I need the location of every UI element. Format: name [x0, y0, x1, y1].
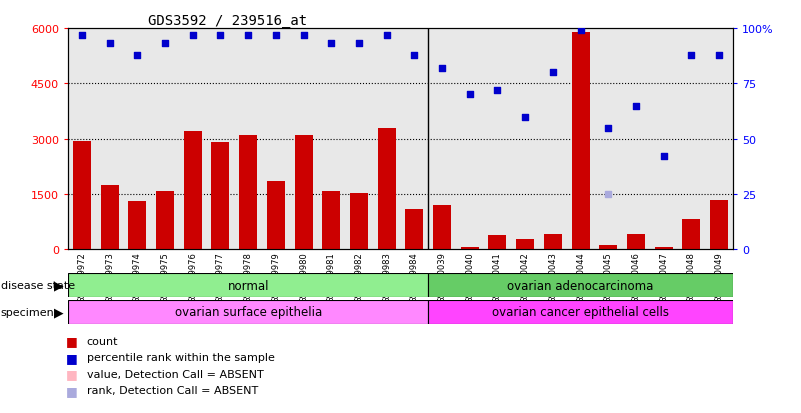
Text: normal: normal	[227, 279, 269, 292]
Point	[325, 41, 338, 47]
Bar	[350, 194, 368, 250]
Text: ■: ■	[66, 351, 78, 364]
Point	[546, 70, 559, 76]
Point	[658, 154, 670, 160]
Text: ▶: ▶	[54, 306, 64, 319]
Point	[103, 41, 116, 47]
Bar	[682, 219, 700, 250]
Bar	[433, 206, 451, 250]
Bar	[295, 136, 312, 250]
Point	[242, 32, 255, 39]
Point	[574, 28, 587, 34]
Point	[602, 191, 614, 198]
Text: percentile rank within the sample: percentile rank within the sample	[87, 352, 275, 362]
Text: count: count	[87, 336, 118, 346]
Bar	[627, 235, 645, 250]
Bar	[405, 209, 424, 250]
Bar	[544, 234, 562, 250]
Text: rank, Detection Call = ABSENT: rank, Detection Call = ABSENT	[87, 385, 258, 395]
Point	[131, 52, 143, 59]
Bar	[710, 200, 728, 250]
Point	[380, 32, 393, 39]
Bar	[73, 141, 91, 250]
Point	[352, 41, 365, 47]
Bar	[489, 236, 506, 250]
Point	[269, 32, 282, 39]
Text: disease state: disease state	[1, 280, 75, 290]
Point	[685, 52, 698, 59]
Point	[187, 32, 199, 39]
Text: value, Detection Call = ABSENT: value, Detection Call = ABSENT	[87, 369, 264, 379]
Point	[463, 92, 476, 98]
Bar	[68, 300, 429, 324]
Point	[75, 32, 88, 39]
Bar	[429, 300, 733, 324]
Point	[602, 125, 614, 132]
Bar	[516, 240, 534, 250]
Point	[491, 88, 504, 94]
Bar	[572, 33, 590, 250]
Bar	[128, 202, 147, 250]
Bar	[68, 273, 429, 297]
Point	[630, 103, 642, 109]
Point	[436, 65, 449, 72]
Bar	[654, 248, 673, 250]
Bar	[599, 245, 618, 250]
Text: ▶: ▶	[54, 279, 64, 292]
Text: ovarian cancer epithelial cells: ovarian cancer epithelial cells	[492, 306, 669, 319]
Point	[159, 41, 171, 47]
Bar	[429, 273, 733, 297]
Point	[408, 52, 421, 59]
Point	[297, 32, 310, 39]
Bar	[267, 182, 285, 250]
Bar	[322, 192, 340, 250]
Bar	[183, 132, 202, 250]
Bar	[101, 185, 119, 250]
Text: ovarian surface epithelia: ovarian surface epithelia	[175, 306, 322, 319]
Bar	[211, 143, 229, 250]
Point	[713, 52, 726, 59]
Text: ■: ■	[66, 384, 78, 397]
Point	[519, 114, 532, 121]
Text: GDS3592 / 239516_at: GDS3592 / 239516_at	[148, 14, 307, 28]
Text: ovarian adenocarcinoma: ovarian adenocarcinoma	[507, 279, 654, 292]
Bar	[239, 136, 257, 250]
Point	[214, 32, 227, 39]
Bar	[156, 192, 174, 250]
Text: ■: ■	[66, 334, 78, 347]
Text: ■: ■	[66, 367, 78, 380]
Bar	[377, 128, 396, 250]
Bar	[461, 248, 479, 250]
Text: specimen: specimen	[1, 307, 54, 317]
